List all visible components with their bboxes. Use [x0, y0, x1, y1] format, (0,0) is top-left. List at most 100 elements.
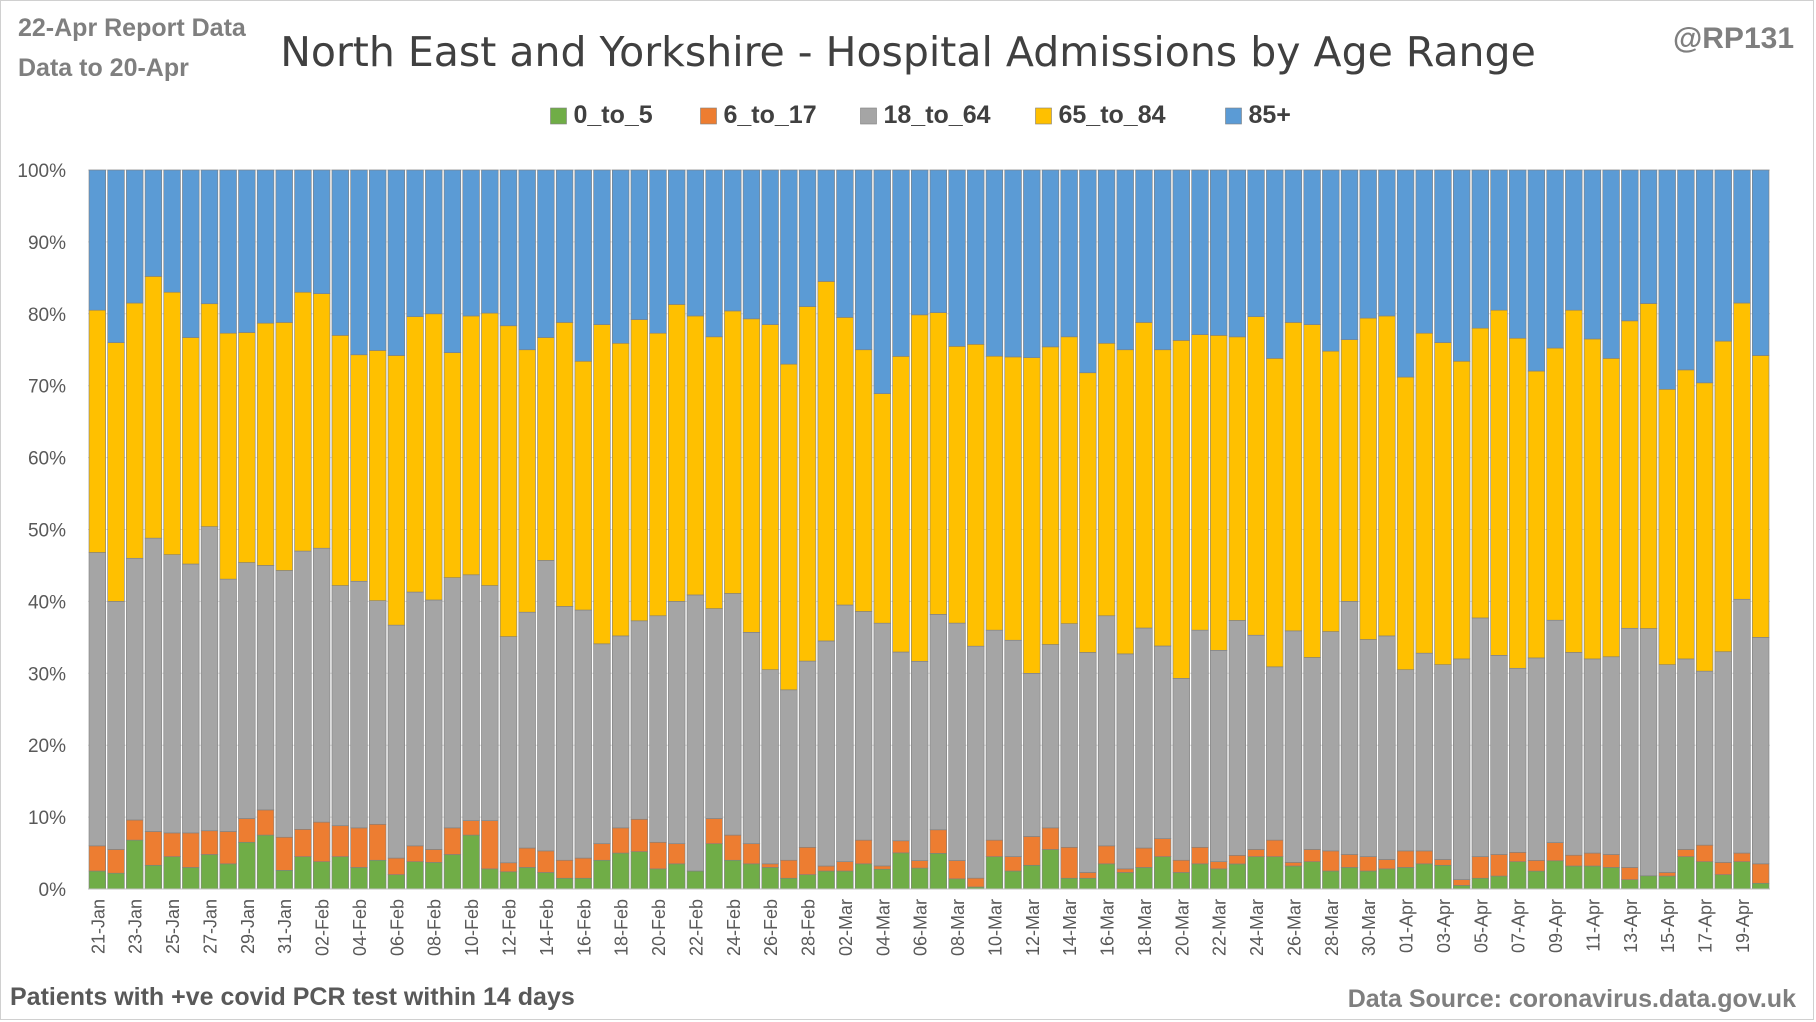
bar-segment — [1172, 169, 1190, 341]
x-tick-label: 10-Feb — [462, 899, 482, 956]
bar-segment — [1322, 169, 1340, 352]
bar-segment — [256, 565, 275, 811]
data-source-label: Data Source: coronavirus.data.gov.uk — [1347, 985, 1796, 1013]
bar-segment — [126, 557, 144, 821]
bar-segment — [537, 850, 555, 873]
x-tick-label: 05-Apr — [1471, 899, 1491, 953]
x-tick-label: 24-Mar — [1247, 899, 1267, 956]
bar-segment — [668, 843, 686, 865]
bar-segment — [948, 169, 966, 347]
bar-segment — [1695, 670, 1714, 846]
bar-segment — [182, 867, 200, 890]
bar-segment — [1621, 169, 1639, 322]
bar-segment — [88, 309, 106, 553]
bar-segment — [854, 839, 873, 865]
bar-segment — [1247, 169, 1265, 317]
bar-segment — [200, 526, 219, 832]
y-tick-label: 90% — [28, 233, 66, 254]
bar-segment — [481, 820, 499, 870]
bar-segment — [1378, 635, 1396, 860]
y-tick-label: 60% — [28, 449, 66, 470]
x-tick-label: 30-Mar — [1359, 899, 1379, 956]
bar-segment — [294, 291, 312, 552]
bar-segment — [163, 832, 181, 857]
bar-segment — [892, 651, 910, 842]
footer-note: Patients with +ve covid PCR test within … — [10, 983, 575, 1011]
bar-segment — [294, 550, 312, 830]
bar-segment — [1116, 653, 1134, 870]
bar-segment — [1509, 861, 1527, 890]
bar-segment — [1583, 852, 1602, 867]
bar-segment — [1116, 169, 1134, 351]
bar-segment — [1471, 327, 1489, 619]
bar-segment — [967, 169, 985, 345]
bar-segment — [144, 276, 163, 539]
bar-segment — [1396, 867, 1415, 890]
bar-segment — [312, 547, 331, 823]
bar-segment — [1752, 355, 1770, 638]
bar-segment — [462, 834, 480, 890]
bar-segment — [425, 169, 443, 315]
chart-title: North East and Yorkshire - Hospital Admi… — [280, 28, 1536, 76]
bar-segment — [668, 169, 686, 305]
x-tick-label: 15-Apr — [1658, 899, 1678, 953]
bar-segment — [1284, 169, 1303, 323]
bar-segment — [780, 859, 798, 879]
bar-segment — [1378, 859, 1396, 870]
bar-segment — [1135, 169, 1153, 323]
bar-segment — [182, 337, 200, 565]
bar-segment — [1172, 872, 1190, 890]
bar-segment — [1471, 169, 1489, 329]
bar-segment — [1247, 856, 1265, 890]
x-tick-label: 09-Apr — [1546, 899, 1566, 953]
bar-segment — [593, 859, 611, 890]
bar-segment — [518, 611, 536, 849]
bar-segment — [200, 854, 219, 890]
x-tick-label: 16-Feb — [574, 899, 594, 956]
bar-segment — [929, 853, 947, 890]
bar-segment — [1116, 349, 1134, 655]
bar-segment — [499, 169, 518, 327]
bar-segment — [88, 845, 106, 872]
legend-label: 18_to_64 — [884, 101, 991, 129]
bar-segment — [1097, 342, 1116, 617]
bar-segment — [705, 843, 723, 890]
bar-segment — [1041, 346, 1060, 645]
bar-segment — [1396, 376, 1415, 671]
bar-segment — [1359, 870, 1377, 890]
bar-segment — [836, 870, 854, 890]
bar-segment — [294, 856, 312, 890]
x-tick-label: 06-Feb — [387, 899, 407, 956]
bar-segment — [1378, 315, 1396, 637]
x-tick-label: 20-Feb — [649, 899, 669, 956]
bar-segment — [1565, 169, 1583, 311]
bar-segment — [1172, 340, 1190, 679]
bar-segment — [1565, 652, 1583, 856]
bar-segment — [892, 356, 910, 653]
bar-segment — [350, 354, 368, 582]
bar-segment — [1733, 861, 1751, 890]
bar-segment — [182, 563, 200, 834]
bar-segment — [911, 867, 929, 890]
bar-segment — [798, 874, 817, 890]
bar-segment — [537, 169, 555, 338]
bar-segment — [537, 337, 555, 561]
bar-segment — [817, 281, 835, 642]
x-tick-label: 07-Apr — [1509, 899, 1529, 953]
x-tick-label: 22-Mar — [1210, 899, 1230, 956]
bar-segment — [1490, 169, 1508, 311]
bar-segment — [724, 310, 742, 594]
bar-segment — [574, 857, 592, 879]
bar-segment — [1153, 838, 1172, 857]
bar-segment — [1023, 169, 1041, 358]
bar-segment — [593, 324, 611, 645]
bar-segment — [1210, 649, 1228, 862]
bar-segment — [780, 689, 798, 861]
bar-segment — [518, 169, 536, 351]
bar-segment — [406, 169, 424, 317]
bar-segment — [1733, 169, 1751, 304]
bar-segment — [1041, 849, 1060, 890]
bar-segment — [331, 825, 349, 857]
bar-segment — [1546, 619, 1564, 843]
bar-segment — [331, 856, 349, 890]
